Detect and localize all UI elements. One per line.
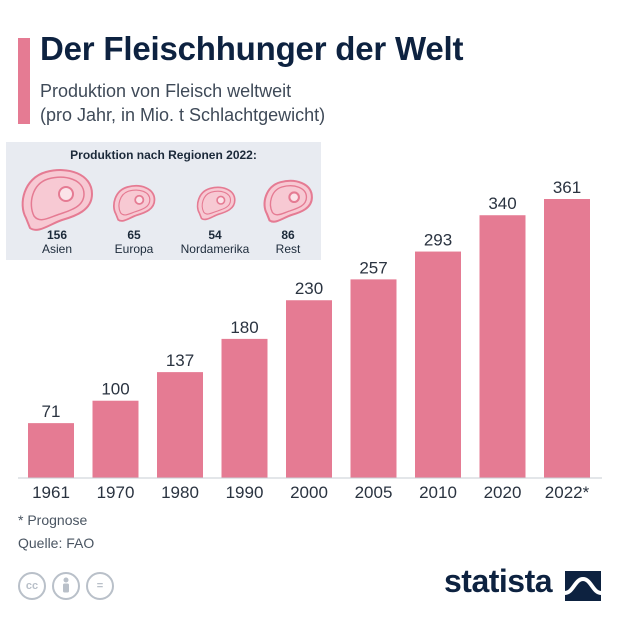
bar-1980 — [157, 372, 203, 478]
x-tick-label: 1970 — [97, 483, 135, 502]
data-label: 340 — [488, 194, 516, 213]
region-value: 54 — [208, 228, 222, 242]
equals-icon[interactable]: = — [86, 572, 114, 600]
bar-1990 — [221, 338, 268, 478]
bar-1970 — [92, 400, 139, 478]
steak-icon — [263, 179, 313, 223]
chart-subtitle: Produktion von Fleisch weltweit (pro Jah… — [40, 79, 325, 127]
data-label: 293 — [424, 231, 452, 250]
region-nordamerika: 54 Nordamerika — [172, 228, 258, 256]
chart-title: Der Fleischhunger der Welt — [40, 30, 464, 67]
region-label: Nordamerika — [180, 242, 250, 256]
region-label: Asien — [41, 242, 73, 256]
x-tick-label: 1961 — [32, 483, 70, 502]
region-value: 156 — [46, 228, 68, 242]
x-tick-label: 2000 — [290, 483, 328, 502]
bar-2000 — [286, 300, 332, 478]
source-note: Quelle: FAO — [18, 535, 95, 551]
x-tick-label: 1990 — [226, 483, 264, 502]
x-tick-label: 2010 — [419, 483, 457, 502]
data-label: 180 — [230, 318, 258, 337]
data-label: 361 — [553, 178, 581, 197]
region-panel-title: Produktion nach Regionen 2022: — [70, 148, 257, 162]
steak-icon — [196, 186, 236, 221]
region-europa: 65 Europa — [106, 228, 162, 256]
data-label: 71 — [42, 402, 61, 421]
x-tick-label: 2020 — [484, 483, 522, 502]
statista-logo-icon — [565, 571, 601, 601]
footnote-prognose: * Prognose — [18, 512, 88, 528]
bar-2005 — [350, 279, 397, 478]
statista-brand[interactable]: statista — [444, 563, 553, 599]
bar-2020 — [479, 215, 526, 478]
region-panel: Produktion nach Regionen 2022: 156 Asien… — [6, 142, 321, 260]
region-rest: 86 Rest — [264, 228, 312, 256]
data-label: 257 — [359, 258, 387, 277]
subtitle-line-1: Produktion von Fleisch weltweit — [40, 81, 292, 101]
x-tick-label: 2022* — [545, 483, 590, 502]
steak-icon — [113, 185, 156, 222]
x-tick-label: 2005 — [355, 483, 393, 502]
bar-2022* — [544, 199, 590, 478]
steak-icon — [21, 169, 94, 231]
bar-1961 — [28, 423, 74, 478]
bar-2010 — [415, 251, 461, 478]
x-tick-label: 1980 — [161, 483, 199, 502]
data-label: 137 — [166, 351, 194, 370]
license-icons: cc = — [18, 572, 120, 600]
cc-icon[interactable]: cc — [18, 572, 46, 600]
subtitle-line-2: (pro Jahr, in Mio. t Schlachtgewicht) — [40, 105, 326, 125]
data-label: 100 — [101, 380, 129, 399]
accent-bar — [18, 38, 30, 124]
region-value: 86 — [281, 228, 295, 242]
person-icon[interactable] — [52, 572, 80, 600]
data-label: 230 — [295, 279, 323, 298]
region-label: Rest — [275, 242, 301, 256]
region-value: 65 — [127, 228, 141, 242]
region-asien: 156 Asien — [28, 228, 86, 256]
region-label: Europa — [114, 242, 154, 256]
